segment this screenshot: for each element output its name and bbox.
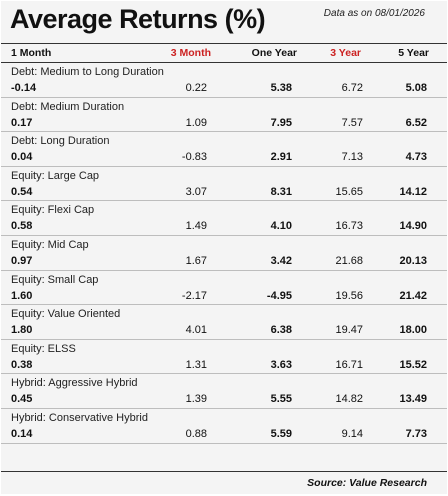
source-note: Source: Value Research	[307, 477, 427, 489]
value-3-month: 3.07	[185, 185, 207, 198]
value-3-year: 21.68	[335, 254, 363, 267]
value-3-month: 4.01	[185, 324, 207, 337]
value-one-year: 7.95	[270, 116, 292, 129]
value-1-month: 0.58	[11, 220, 33, 233]
category-label: Hybrid: Aggressive Hybrid	[11, 377, 138, 390]
value-3-year: 9.14	[341, 427, 363, 440]
value-1-month: 0.45	[11, 393, 33, 406]
table-row: Equity: Small Cap 1.60 -2.17 -4.95 19.56 21.4…	[1, 271, 447, 306]
value-3-month: 1.67	[185, 254, 207, 267]
value-one-year: 3.42	[270, 254, 292, 267]
value-3-year: 7.57	[341, 116, 363, 129]
table-row: Equity: Flexi Cap 0.58 1.49 4.10 16.73 14.90	[1, 201, 447, 236]
value-one-year: 8.31	[270, 185, 292, 198]
value-1-month: 0.04	[11, 151, 33, 164]
category-label: Equity: Value Oriented	[11, 308, 121, 321]
category-label: Equity: ELSS	[11, 342, 76, 355]
value-3-month: -2.17	[181, 289, 207, 302]
value-3-year: 19.47	[335, 324, 363, 337]
value-5-year: 20.13	[399, 254, 427, 267]
value-1-month: 0.38	[11, 358, 33, 371]
category-label: Equity: Mid Cap	[11, 238, 89, 251]
value-5-year: 14.12	[399, 185, 427, 198]
category-label: Debt: Medium Duration	[11, 100, 125, 113]
as-of-date: Data as on 08/01/2026	[323, 8, 425, 19]
value-5-year: 7.73	[405, 427, 427, 440]
value-one-year: 4.10	[270, 220, 292, 233]
table-row: Equity: ELSS 0.38 1.31 3.63 16.71 15.52	[1, 340, 447, 375]
value-5-year: 5.08	[405, 82, 427, 94]
value-1-month: 0.54	[11, 185, 33, 198]
value-1-month: -0.14	[11, 82, 37, 94]
value-3-month: -0.83	[181, 151, 207, 164]
table-row: Debt: Medium to Long Duration -0.14 0.22 5.…	[1, 63, 447, 98]
value-one-year: -4.95	[266, 289, 292, 302]
value-3-year: 16.71	[335, 358, 363, 371]
table-row: Debt: Medium Duration 0.17 1.09 7.95 7.57 6.5…	[1, 98, 447, 133]
footer: Source: Value Research	[1, 471, 447, 489]
value-3-year: 6.72	[341, 82, 363, 94]
value-3-month: 0.88	[185, 427, 207, 440]
value-1-month: 1.80	[11, 324, 33, 337]
value-one-year: 2.91	[270, 151, 292, 164]
value-5-year: 15.52	[399, 358, 427, 371]
value-3-month: 1.49	[185, 220, 207, 233]
value-3-month: 1.39	[185, 393, 207, 406]
header-3-month: 3 Month	[170, 47, 211, 59]
value-one-year: 3.63	[270, 358, 292, 371]
value-1-month: 0.97	[11, 254, 33, 267]
value-5-year: 6.52	[405, 116, 427, 129]
table-row: Debt: Long Duration 0.04 -0.83 2.91 7.13 4.73	[1, 132, 447, 167]
value-3-year: 7.13	[341, 151, 363, 164]
category-label: Debt: Medium to Long Duration	[11, 66, 164, 78]
header-one-year: One Year	[251, 47, 297, 59]
category-label: Hybrid: Conservative Hybrid	[11, 411, 148, 424]
value-one-year: 6.38	[270, 324, 292, 337]
table-row: Equity: Value Oriented 1.80 4.01 6.38 19.47 1…	[1, 305, 447, 340]
category-label: Equity: Small Cap	[11, 273, 99, 286]
category-label: Equity: Flexi Cap	[11, 204, 95, 217]
page-title: Average Returns (%)	[10, 4, 266, 34]
value-3-year: 16.73	[335, 220, 363, 233]
value-5-year: 14.90	[399, 220, 427, 233]
table-header: 1 Month 3 Month One Year 3 Year 5 Year	[1, 43, 447, 63]
value-5-year: 13.49	[399, 393, 427, 406]
header-1-month: 1 Month	[11, 47, 52, 59]
header-3-year: 3 Year	[330, 47, 361, 59]
value-5-year: 21.42	[399, 289, 427, 302]
table-row: Equity: Mid Cap 0.97 1.67 3.42 21.68 20.13	[1, 236, 447, 271]
value-one-year: 5.55	[270, 393, 292, 406]
value-one-year: 5.38	[270, 82, 292, 94]
value-3-year: 14.82	[335, 393, 363, 406]
category-label: Equity: Large Cap	[11, 169, 100, 182]
value-5-year: 4.73	[405, 151, 427, 164]
table-row: Equity: Large Cap 0.54 3.07 8.31 15.65 14.12	[1, 167, 447, 202]
returns-table: Debt: Medium to Long Duration -0.14 0.22 5.…	[1, 63, 447, 444]
value-one-year: 5.59	[270, 427, 292, 440]
value-3-year: 19.56	[335, 289, 363, 302]
value-1-month: 1.60	[11, 289, 33, 302]
value-3-month: 1.31	[185, 358, 207, 371]
value-5-year: 18.00	[399, 324, 427, 337]
value-3-month: 0.22	[185, 82, 207, 94]
category-label: Debt: Long Duration	[11, 135, 110, 148]
table-row: Hybrid: Conservative Hybrid 0.14 0.88 5.59 9…	[1, 409, 447, 444]
table-row: Hybrid: Aggressive Hybrid 0.45 1.39 5.55 14.…	[1, 374, 447, 409]
value-1-month: 0.17	[11, 116, 33, 129]
value-1-month: 0.14	[11, 427, 33, 440]
header-5-year: 5 Year	[398, 47, 429, 59]
value-3-month: 1.09	[185, 116, 207, 129]
value-3-year: 15.65	[335, 185, 363, 198]
